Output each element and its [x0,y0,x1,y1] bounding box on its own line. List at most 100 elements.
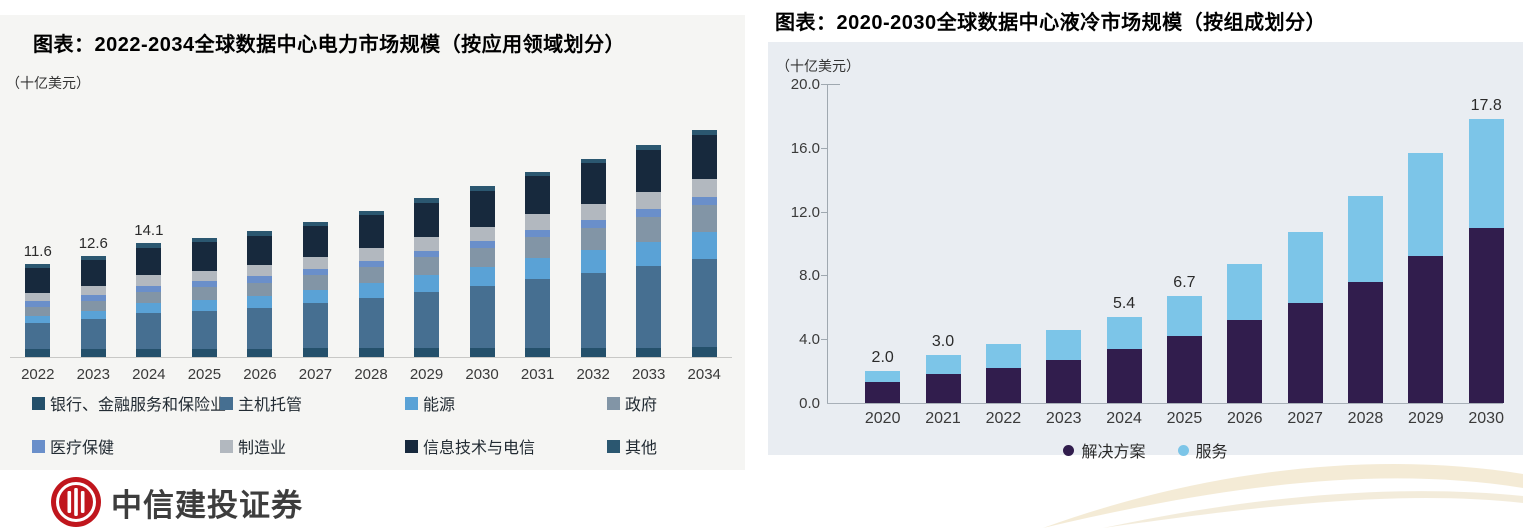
bar-segment-2022 [25,323,51,349]
x-axis-label: 2024 [132,366,166,383]
bar-2029 [1408,152,1444,403]
bar-2034 [691,129,717,357]
bar-segment-2033 [636,347,662,357]
bar-segment-2029 [1408,256,1444,403]
bar-segment-2024 [1106,348,1142,403]
bar-segment-2026 [247,276,273,283]
legend-label: 其他 [625,440,658,457]
bar-segment-2025 [191,237,217,242]
bar-segment-2025 [1166,336,1202,403]
bar-segment-2027 [302,268,328,276]
bar-segment-2022 [25,307,51,316]
right-chart-x-axis: 2020 2021 2022 2023 2024 2025 2026 2027 2028 2029… [768,410,1523,428]
y-tick-mark [821,211,827,213]
bar-segment-2022 [985,344,1021,368]
bar-value-label: 2.0 [871,349,894,367]
bar-segment-2024 [136,247,162,276]
bar-segment-2026 [247,265,273,277]
left-chart-legend: 银行、金融服务和保险业 主机托管 能源 政府 医疗保健 制造业 信息技术与电信 其他 [32,391,722,458]
legend-label: 医疗保健 [50,440,115,457]
x-axis-label: 2021 [925,410,961,427]
y-tick-label: 12.0 [790,203,820,221]
legend-label: 银行、金融服务和保险业 [50,397,227,414]
bar-segment-2030 [469,267,495,286]
brand-footer: 中信建投证券 [50,476,303,528]
bar-segment-2023 [80,301,106,311]
bar-segment-2022 [985,367,1021,403]
bar-segment-2028 [358,283,384,298]
bar-segment-2030 [469,347,495,357]
bar-2028 [1347,195,1383,403]
bar-segment-2021 [925,355,961,375]
bar-segment-2026 [247,295,273,308]
bar-segment-2024 [136,313,162,349]
bar-segment-2024 [136,303,162,314]
bar-segment-2033 [636,266,662,348]
legend-label: 服务 [1195,444,1228,461]
x-axis-label: 2026 [243,366,277,383]
bar-segment-2022 [25,263,51,268]
bar-2028 [358,211,384,357]
x-axis-label: 2022 [985,410,1022,427]
bar-segment-2028 [358,267,384,284]
bar-segment-2032 [580,163,606,204]
bar-segment-2023 [80,310,106,320]
bar-segment-2025 [191,287,217,300]
x-axis-label: 2025 [187,366,222,383]
bar-segment-2032 [580,347,606,357]
bar-2030 [1468,119,1504,403]
bar-segment-2029 [414,250,440,258]
x-axis-label: 2025 [1166,410,1203,427]
bar-value-label: 6.7 [1173,274,1196,292]
bar-segment-2020 [865,382,901,403]
x-axis-label: 2028 [354,366,388,383]
legend-item: 银行、金融服务和保险业 [32,391,226,415]
bar-segment-2023 [80,319,106,349]
y-tick-label: 4.0 [799,331,820,349]
bar-segment-2028 [358,348,384,357]
legend-swatch-icon [607,396,620,410]
left-chart-title: 图表：2022-2034全球数据中心电力市场规模（按应用领域划分） [33,34,626,56]
right-chart-legend: 解决方案 服务 [768,438,1523,462]
bar-segment-2033 [636,191,662,210]
bar-segment-2031 [525,171,551,177]
legend-item: 解决方案 [1063,438,1146,462]
bar-2021 [925,355,961,403]
x-axis-label: 2029 [409,366,444,383]
bar-2024 [136,243,162,357]
bar-2025 [1166,296,1202,403]
bar-segment-2029 [414,257,440,275]
x-axis-label: 2022 [21,366,55,383]
x-axis-label: 2020 [864,410,901,427]
legend-swatch-icon [32,396,45,410]
legend-label: 能源 [423,397,456,414]
bar-segment-2033 [636,144,662,150]
bar-segment-2025 [191,348,217,357]
legend-item: 其他 [607,434,722,458]
bar-segment-2032 [580,272,606,348]
bar-segment-2025 [191,299,217,311]
bar-segment-2034 [691,178,717,198]
legend-item: 政府 [607,391,722,415]
bar-value-label: 5.4 [1112,294,1136,312]
bar-segment-2023 [80,348,106,357]
x-axis-label: 2024 [1106,410,1142,427]
bar-value-label: 3.0 [931,333,955,351]
bar-2027 [302,221,328,357]
bar-2033 [636,144,662,357]
legend-swatch-icon [405,396,418,410]
right-chart-title: 图表：2020-2030全球数据中心液冷市场规模（按组成划分） [775,12,1327,34]
bar-segment-2030 [1468,227,1504,403]
bar-segment-2030 [1468,119,1504,228]
right-chart-unit-label: （十亿美元） [776,58,860,74]
bar-2026 [247,231,273,357]
bar-segment-2027 [1287,302,1323,403]
bar-segment-2034 [691,258,717,348]
bar-segment-2026 [1227,264,1263,321]
x-axis-label: 2023 [76,366,110,383]
y-tick-mark [821,147,827,149]
x-axis-label: 2033 [632,366,666,383]
bar-segment-2030 [469,248,495,268]
legend-label: 信息技术与电信 [423,440,536,457]
bar-segment-2031 [525,229,551,238]
